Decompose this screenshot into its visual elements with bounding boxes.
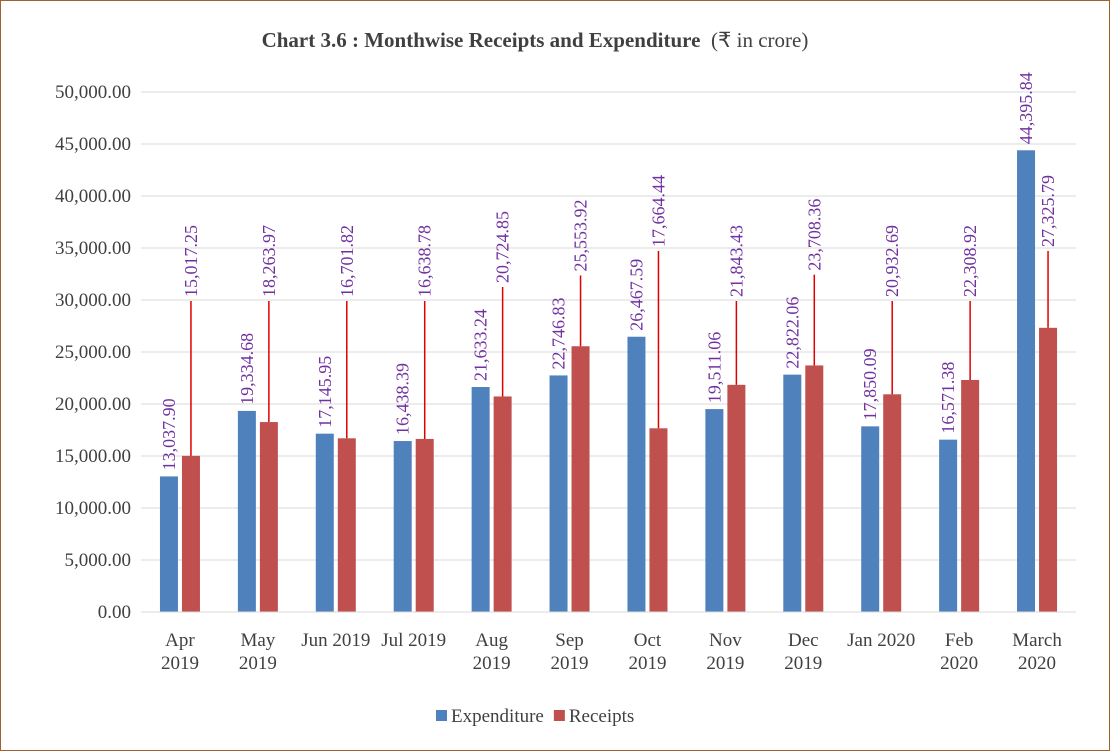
bar <box>783 374 802 612</box>
data-label: 23,708.36 <box>804 199 824 271</box>
legend-swatch <box>436 710 447 721</box>
bar <box>961 379 980 612</box>
x-tick-label: Aug 2019 <box>472 630 511 674</box>
data-label: 19,511.06 <box>704 332 724 403</box>
y-tick-label: 0.00 <box>98 602 131 623</box>
data-label: 17,145.95 <box>315 356 335 428</box>
data-label: 22,746.83 <box>549 297 569 369</box>
data-label: 17,850.09 <box>860 348 880 420</box>
x-tick-label: Jun 2019 <box>301 630 371 651</box>
bar <box>861 426 880 612</box>
data-label: 21,843.43 <box>726 225 746 297</box>
data-label: 13,037.90 <box>159 398 179 470</box>
x-tick-label: Nov 2019 <box>706 630 745 674</box>
bar <box>315 433 334 612</box>
data-label: 15,017.25 <box>181 225 201 297</box>
x-tick-label: Oct 2019 <box>628 630 667 674</box>
y-tick-label: 45,000.00 <box>55 134 131 155</box>
x-tick-label: Jul 2019 <box>381 630 447 651</box>
bar <box>471 387 490 612</box>
bar <box>549 375 568 612</box>
data-label: 26,467.59 <box>626 259 646 331</box>
data-label: 27,325.79 <box>1038 175 1058 247</box>
bar <box>883 394 902 612</box>
data-label: 21,633.24 <box>471 309 491 381</box>
bar <box>1039 327 1058 612</box>
y-tick-label: 35,000.00 <box>55 238 131 259</box>
bar <box>259 422 278 612</box>
bar <box>1017 150 1036 612</box>
bar <box>159 476 178 612</box>
bar <box>939 439 958 612</box>
y-tick-label: 40,000.00 <box>55 186 131 207</box>
bar <box>181 455 200 612</box>
x-tick-label: Apr 2019 <box>160 630 199 674</box>
data-label: 16,701.82 <box>337 225 357 297</box>
chart-subtitle: (₹ in crore) <box>711 28 808 52</box>
bar <box>627 336 646 612</box>
x-tick-label: Feb 2020 <box>940 630 979 674</box>
data-label: 18,263.97 <box>259 225 279 297</box>
bar <box>337 438 356 612</box>
x-tick-label: Sep 2019 <box>550 630 589 674</box>
data-label: 16,571.38 <box>938 362 958 434</box>
x-tick-label: March 2020 <box>1012 630 1062 674</box>
y-tick-label: 25,000.00 <box>55 342 131 363</box>
data-label: 20,724.85 <box>493 211 513 283</box>
y-tick-label: 10,000.00 <box>55 498 131 519</box>
x-tick-label: May 2019 <box>238 630 277 674</box>
data-label: 44,395.84 <box>1016 72 1036 144</box>
data-label: 22,822.06 <box>782 297 802 369</box>
y-tick-label: 15,000.00 <box>55 446 131 467</box>
data-label: 16,438.39 <box>393 363 413 435</box>
legend-label: Receipts <box>569 706 634 727</box>
data-label: 25,553.92 <box>571 199 591 271</box>
data-label: 16,638.78 <box>415 225 435 297</box>
bar <box>237 410 256 612</box>
y-tick-label: 5,000.00 <box>65 550 132 571</box>
bar <box>649 428 668 612</box>
y-tick-label: 20,000.00 <box>55 394 131 415</box>
data-label: 17,664.44 <box>648 175 668 247</box>
bar <box>705 409 724 612</box>
data-label: 19,334.68 <box>237 333 257 405</box>
x-tick-label: Dec 2019 <box>784 630 823 674</box>
y-tick-label: 50,000.00 <box>55 82 131 103</box>
bar <box>805 365 824 612</box>
legend-label: Expenditure <box>451 706 544 727</box>
x-tick-label: Jan 2020 <box>847 630 916 651</box>
data-label: 22,308.92 <box>960 225 980 297</box>
bar <box>393 441 412 612</box>
bar <box>571 346 590 612</box>
legend-swatch <box>553 710 565 721</box>
bar <box>415 438 434 612</box>
bar <box>727 384 746 612</box>
y-tick-label: 30,000.00 <box>55 290 131 311</box>
bar <box>493 396 512 612</box>
data-label: 20,932.69 <box>882 225 902 297</box>
chart-title: Chart 3.6 : Monthwise Receipts and Expen… <box>262 28 701 52</box>
